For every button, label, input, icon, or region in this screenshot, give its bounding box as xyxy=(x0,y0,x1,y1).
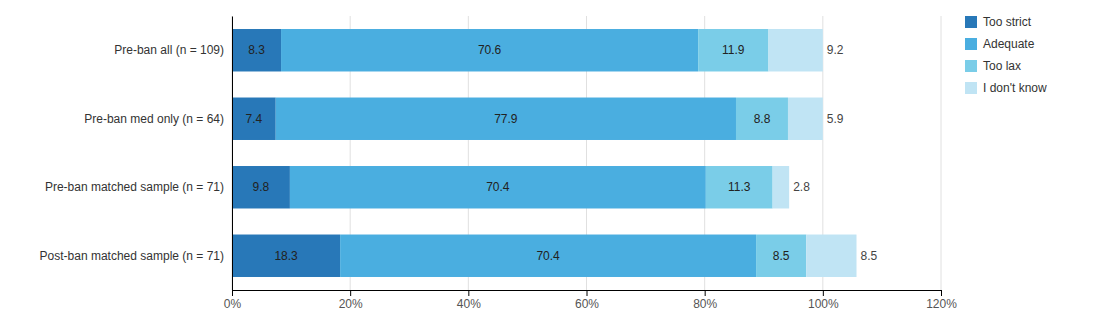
legend-swatch xyxy=(965,82,977,94)
series xyxy=(276,29,756,277)
tick-label: Pre-ban med only (n = 64) xyxy=(84,112,224,126)
legend-label: Adequate xyxy=(983,37,1035,51)
tick-mark xyxy=(823,290,824,296)
tick: Pre-ban med only (n = 64) xyxy=(84,112,232,126)
y-axis: Post-ban matched sample (n = 71) Pre-ban … xyxy=(40,17,233,291)
data-label: 8.8 xyxy=(754,112,771,126)
data-label: 2.8 xyxy=(793,180,810,194)
bar xyxy=(276,98,736,140)
data-label: 7.4 xyxy=(246,112,263,126)
x-axis: 0% 20% 40% 60% 80% 100% 120% xyxy=(224,290,957,311)
legend-item: Too lax xyxy=(965,59,1021,73)
bar xyxy=(340,235,756,277)
data-label: 9.8 xyxy=(253,180,270,194)
tick-mark xyxy=(232,290,233,296)
bar xyxy=(232,98,276,140)
tick: 60% xyxy=(575,290,599,311)
grid-line xyxy=(232,16,233,290)
tick: 80% xyxy=(693,290,717,311)
bar xyxy=(232,235,340,277)
tick-label: 80% xyxy=(693,297,717,311)
data-label: 77.9 xyxy=(494,112,518,126)
bars xyxy=(232,29,857,277)
axis-line xyxy=(233,291,942,297)
legend-swatch xyxy=(965,38,977,50)
tick: 100% xyxy=(808,290,839,311)
legend-label: Too lax xyxy=(983,59,1021,73)
tick-mark xyxy=(705,290,706,296)
data-label: 70.4 xyxy=(486,180,510,194)
tick: 0% xyxy=(224,290,242,311)
bar xyxy=(788,98,823,140)
tick-label: 60% xyxy=(575,297,599,311)
bar xyxy=(290,166,706,208)
bar xyxy=(698,29,768,71)
tick: Post-ban matched sample (n = 71) xyxy=(40,249,232,263)
grid xyxy=(232,16,941,290)
tick-label: 0% xyxy=(224,297,242,311)
bar xyxy=(756,235,806,277)
tick-label: 100% xyxy=(808,297,839,311)
tick-label: Pre-ban all (n = 109) xyxy=(114,43,224,57)
legend-item: I don't know xyxy=(965,81,1047,95)
data-labels: 18.3 9.8 7.4 8.3 70.4 70.4 77.9 70.6 8.5 11.3 8.8 1… xyxy=(246,43,878,263)
legend-label: Too strict xyxy=(983,15,1032,29)
legend-item: Too strict xyxy=(965,15,1032,29)
bar xyxy=(232,166,290,208)
legend-swatch xyxy=(965,16,977,28)
tick-label: Pre-ban matched sample (n = 71) xyxy=(45,180,224,194)
bar xyxy=(736,98,788,140)
data-label: 9.2 xyxy=(827,43,844,57)
grid-line xyxy=(941,16,942,290)
tick-label: 40% xyxy=(457,297,481,311)
bar xyxy=(806,235,856,277)
tick: 40% xyxy=(457,290,481,311)
chart: 18.3 9.8 7.4 8.3 70.4 70.4 77.9 70.6 8.5 11.3 8.8 1… xyxy=(0,0,1101,326)
data-label: 8.5 xyxy=(861,249,878,263)
series xyxy=(768,29,856,277)
tick: Pre-ban matched sample (n = 71) xyxy=(45,180,232,194)
data-label: 8.3 xyxy=(248,43,265,57)
data-label: 70.4 xyxy=(536,249,560,263)
data-label: 11.3 xyxy=(728,180,751,194)
tick-label: 120% xyxy=(926,297,957,311)
bar xyxy=(706,166,773,208)
tick-label: 20% xyxy=(339,297,363,311)
bar xyxy=(281,29,698,71)
legend-swatch xyxy=(965,60,977,72)
data-label: 11.9 xyxy=(722,43,745,57)
tick: 20% xyxy=(339,290,363,311)
tick-label: Post-ban matched sample (n = 71) xyxy=(40,249,224,263)
tick-mark xyxy=(350,290,351,296)
tick: 120% xyxy=(926,290,957,311)
bar xyxy=(773,166,790,208)
tick-mark xyxy=(941,290,942,296)
bar xyxy=(768,29,822,71)
tick: Pre-ban all (n = 109) xyxy=(114,43,232,57)
data-label: 5.9 xyxy=(827,112,844,126)
legend: Too strict Adequate Too lax I don't know xyxy=(965,15,1047,95)
plot: 18.3 9.8 7.4 8.3 70.4 70.4 77.9 70.6 8.5 11.3 8.8 1… xyxy=(40,16,958,311)
data-label: 70.6 xyxy=(478,43,502,57)
legend-item: Adequate xyxy=(965,37,1035,51)
tick-mark xyxy=(587,290,588,296)
legend-label: I don't know xyxy=(983,81,1047,95)
data-label: 8.5 xyxy=(773,249,790,263)
tick-mark xyxy=(468,290,469,296)
axis-line xyxy=(232,17,233,291)
bar xyxy=(232,29,281,71)
data-label: 18.3 xyxy=(274,249,298,263)
